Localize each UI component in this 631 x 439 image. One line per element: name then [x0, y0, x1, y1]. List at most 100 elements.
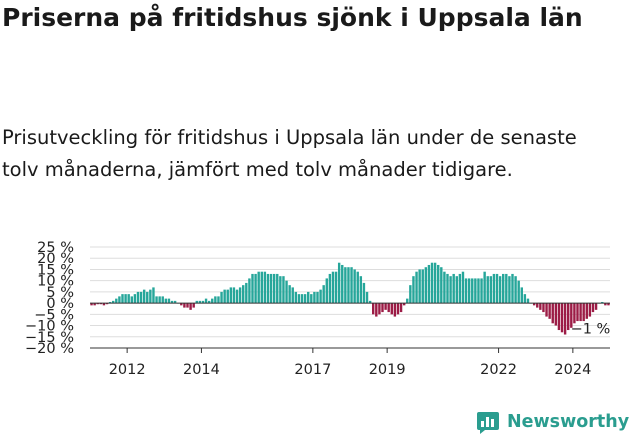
- bar: [108, 301, 112, 304]
- bar: [269, 273, 273, 304]
- bar: [183, 303, 186, 308]
- bar: [365, 291, 369, 304]
- bar: [288, 285, 291, 304]
- bar: [467, 278, 471, 304]
- bar: [226, 289, 229, 304]
- y-tick-label: 10 %: [37, 274, 74, 290]
- bar: [130, 296, 133, 304]
- bar: [263, 271, 267, 304]
- bar: [251, 273, 254, 304]
- bar: [588, 303, 592, 317]
- bar: [146, 291, 149, 304]
- bar: [276, 273, 279, 304]
- x-tick-label: 2012: [109, 362, 146, 378]
- bar: [303, 294, 307, 304]
- bar: [384, 303, 387, 310]
- bar: [242, 285, 245, 304]
- bar: [461, 271, 465, 304]
- bar: [238, 287, 242, 304]
- bar: [427, 264, 431, 304]
- bar: [458, 273, 462, 304]
- bar: [294, 291, 298, 304]
- y-tick-label: −5 %: [34, 307, 74, 323]
- bar: [449, 276, 452, 304]
- bar: [307, 291, 310, 304]
- bar: [415, 271, 418, 304]
- bar: [594, 303, 598, 310]
- bar: [474, 278, 477, 304]
- y-tick-label: 5 %: [46, 285, 74, 301]
- y-tick-label: −20 %: [25, 341, 74, 357]
- bar: [437, 264, 440, 304]
- bar: [217, 296, 220, 304]
- bar: [272, 273, 276, 304]
- bar: [152, 287, 155, 304]
- bar: [573, 303, 576, 324]
- bar: [155, 296, 158, 304]
- bar: [440, 267, 443, 304]
- bar: [229, 287, 233, 304]
- bar: [418, 269, 421, 304]
- bar: [322, 285, 325, 304]
- bar: [604, 303, 607, 306]
- bar: [353, 269, 356, 304]
- bar: [480, 278, 483, 304]
- bar: [356, 271, 359, 304]
- bar: [402, 303, 406, 306]
- newsworthy-logo: Newsworthy: [476, 409, 629, 435]
- bar: [539, 303, 542, 310]
- chart-title: Priserna på fritidshus sjönk i Uppsala l…: [2, 3, 583, 32]
- bar: [560, 303, 564, 333]
- bar: [257, 271, 260, 304]
- bar: [133, 294, 137, 304]
- bar: [452, 273, 455, 304]
- bar: [471, 278, 474, 304]
- bar: [325, 278, 328, 304]
- bar: [526, 298, 530, 304]
- bar: [489, 276, 493, 304]
- bar: [173, 300, 177, 304]
- bar: [409, 285, 412, 304]
- bar: [514, 276, 517, 304]
- bar: [502, 273, 505, 304]
- bar: [607, 303, 610, 306]
- bar: [207, 300, 211, 304]
- bar: [112, 300, 115, 304]
- bar: [297, 294, 301, 304]
- bar: [260, 271, 263, 304]
- bar: [375, 303, 378, 317]
- bar: [291, 287, 294, 304]
- bar: [337, 262, 341, 304]
- bar: [545, 303, 548, 317]
- bar: [542, 303, 545, 313]
- bar: [316, 291, 319, 304]
- bar: [331, 271, 335, 304]
- bar: [285, 280, 288, 304]
- y-tick-label: 20 %: [37, 251, 74, 267]
- bar: [368, 300, 372, 304]
- gridlines: [90, 246, 610, 349]
- bar: [266, 273, 270, 304]
- bar: [334, 271, 338, 304]
- bar: [164, 298, 168, 304]
- bar: [433, 262, 437, 304]
- bar: [223, 289, 226, 304]
- bar: [505, 273, 508, 304]
- bar: [406, 298, 409, 304]
- bars: [90, 262, 610, 335]
- bar: [399, 303, 403, 313]
- bar: [248, 278, 251, 304]
- bar: [582, 303, 585, 322]
- y-axis-ticks: −20 %−15 %−10 %−5 %0 %5 %10 %15 %20 %25 …: [25, 240, 74, 357]
- bar: [158, 296, 161, 304]
- bar: [483, 271, 486, 304]
- bar: [99, 303, 103, 305]
- bar: [421, 269, 424, 304]
- bar: [347, 267, 350, 304]
- bar: [220, 291, 223, 304]
- bar: [161, 296, 164, 304]
- bar: [186, 303, 189, 308]
- bar: [511, 273, 514, 304]
- bar: [430, 262, 434, 304]
- bar: [214, 296, 217, 304]
